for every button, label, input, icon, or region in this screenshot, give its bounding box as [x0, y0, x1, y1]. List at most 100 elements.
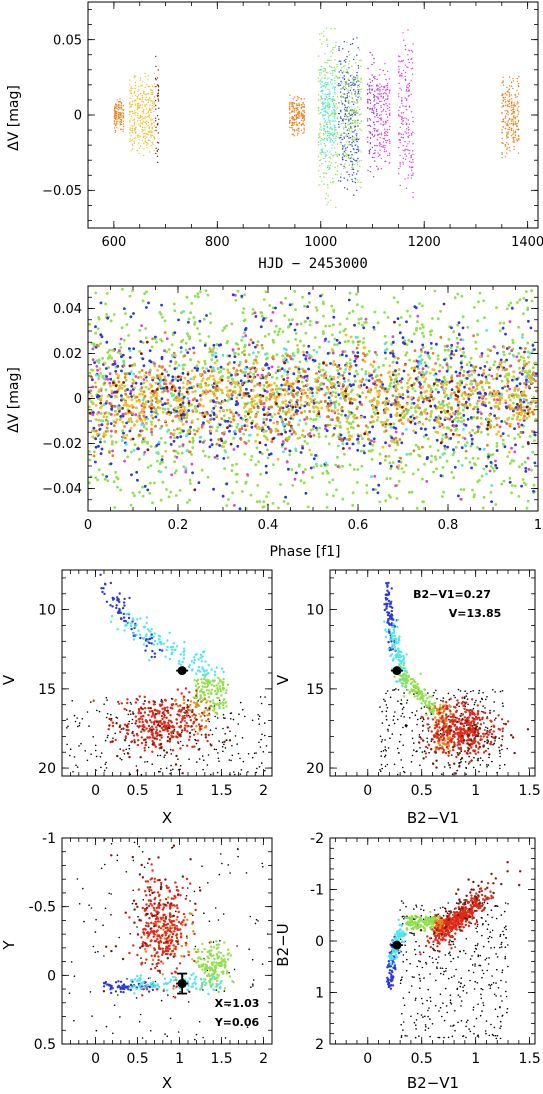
lightcurve-point: [133, 110, 136, 112]
lightcurve-point: [328, 166, 331, 168]
phased-point: [353, 359, 357, 363]
phased-point: [421, 343, 425, 347]
phased-point: [231, 463, 234, 467]
lightcurve-point: [141, 101, 143, 103]
lightcurve-point: [144, 135, 146, 137]
lightcurve-point: [408, 134, 410, 137]
lightcurve-point: [344, 167, 346, 169]
phased-point: [274, 371, 278, 374]
lightcurve-point: [150, 109, 152, 112]
lightcurve-point: [335, 151, 337, 153]
lightcurve-point: [148, 151, 151, 153]
phased-point: [281, 409, 285, 413]
lightcurve-point: [122, 108, 124, 111]
phased-point: [473, 306, 476, 309]
phased-point: [327, 404, 331, 407]
phased-point: [482, 447, 486, 451]
lightcurve-point: [129, 128, 131, 130]
lightcurve-point: [385, 88, 387, 91]
lightcurve-point: [300, 129, 303, 131]
x-tick-label: 1200: [408, 235, 441, 250]
phased-point: [534, 405, 538, 408]
phased-point: [243, 452, 247, 456]
lightcurve-point: [318, 94, 320, 96]
lightcurve-point: [402, 121, 404, 123]
lightcurve-point: [513, 141, 515, 143]
lightcurve-point: [345, 135, 348, 137]
phased-point: [233, 385, 237, 389]
phased-point: [525, 298, 528, 302]
lightcurve-point: [293, 130, 296, 132]
lightcurve-point: [156, 155, 159, 157]
phased-point: [306, 442, 309, 445]
phased-point: [364, 372, 368, 376]
phased-point: [437, 400, 441, 404]
phased-point: [296, 398, 299, 402]
phased-point: [401, 336, 405, 340]
lightcurve-point: [357, 47, 359, 49]
phased-point: [516, 422, 520, 426]
phased-points: [87, 287, 538, 511]
lightcurve-point: [502, 76, 504, 79]
phased-point: [111, 454, 115, 457]
phased-point: [367, 379, 371, 382]
lightcurve-point: [332, 46, 334, 49]
lightcurve-point: [145, 123, 148, 125]
phased-point: [402, 470, 406, 474]
phased-point: [513, 427, 516, 431]
lightcurve-point: [353, 112, 355, 114]
lightcurve-point: [344, 118, 346, 120]
phased-point: [222, 441, 225, 445]
phased-point: [255, 500, 259, 503]
lightcurve-point: [348, 157, 350, 159]
lightcurve-point: [374, 107, 376, 109]
lightcurve-point: [347, 72, 349, 74]
lightcurve-point: [351, 65, 353, 68]
lightcurve-point: [402, 39, 405, 41]
phased-point: [482, 495, 486, 499]
phased-point: [454, 416, 458, 420]
lightcurve-point: [130, 105, 132, 108]
lightcurve-point: [140, 98, 142, 101]
lightcurve-point: [401, 72, 403, 75]
lightcurve-point: [155, 104, 157, 107]
phased-point: [334, 463, 338, 467]
lightcurve-point: [351, 178, 353, 181]
lightcurve-point: [360, 97, 362, 99]
phased-point: [348, 372, 351, 376]
phased-point: [275, 376, 279, 380]
phased-point: [495, 466, 499, 470]
phased-point: [130, 395, 134, 398]
phased-point: [188, 478, 192, 482]
lightcurve-point: [327, 105, 329, 107]
phased-point: [459, 488, 463, 491]
lightcurve-point: [366, 120, 369, 122]
phased-point: [295, 412, 299, 416]
phased-point: [280, 387, 283, 391]
lightcurve-point: [349, 130, 351, 132]
lightcurve-point: [374, 78, 376, 80]
lightcurve-point: [504, 98, 506, 101]
phased-point: [527, 385, 531, 388]
lightcurve-point: [139, 145, 142, 147]
lightcurve-point: [344, 98, 347, 101]
lightcurve-point: [379, 83, 381, 85]
lightcurve-point: [138, 139, 140, 141]
lightcurve-point: [347, 132, 350, 135]
phased-point: [137, 447, 140, 451]
lightcurve-point: [142, 117, 145, 119]
lightcurve-point: [506, 136, 508, 138]
phased-point: [527, 319, 530, 323]
phased-point: [238, 393, 242, 397]
phased-point: [277, 387, 281, 391]
phased-point: [321, 368, 325, 372]
phased-point: [145, 440, 149, 444]
phased-point: [270, 365, 274, 369]
lightcurve-point: [340, 111, 342, 113]
lightcurve-point: [360, 65, 362, 67]
x-tick-label: 600: [101, 235, 126, 250]
lightcurve-point: [292, 134, 294, 136]
lightcurve-point: [411, 51, 414, 53]
phased-point: [163, 349, 166, 353]
phased-point: [351, 420, 355, 424]
